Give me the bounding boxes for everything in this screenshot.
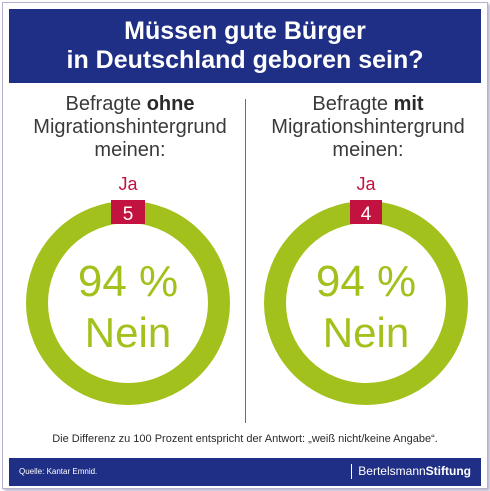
brand-logo: BertelsmannStiftung bbox=[351, 464, 471, 479]
panel-with-migration: Befragte mit Migrationshintergrund meine… bbox=[253, 93, 483, 162]
brand-regular: Bertelsmann bbox=[358, 464, 426, 478]
ja-segment bbox=[111, 200, 145, 224]
heading-emphasis: ohne bbox=[146, 93, 195, 115]
donut-chart-right: 4 bbox=[261, 198, 471, 408]
nein-percent: 94 % bbox=[315, 257, 417, 306]
footer-bar: Quelle: Kantar Emnid. BertelsmannStiftun… bbox=[9, 458, 481, 486]
ja-segment bbox=[350, 200, 382, 224]
ja-label: Ja bbox=[118, 174, 138, 194]
heading-emphasis: mit bbox=[393, 93, 424, 115]
panel-heading: Befragte mit Migrationshintergrund meine… bbox=[253, 93, 483, 162]
ja-label: Ja bbox=[356, 174, 376, 194]
title-line-2: in Deutschland geboren sein? bbox=[66, 46, 424, 74]
source-text: Quelle: Kantar Emnid. bbox=[19, 467, 98, 476]
ja-value: 4 bbox=[361, 204, 372, 225]
donut-svg-right: 4 bbox=[264, 200, 468, 405]
heading-line-2: Migrationshintergrund bbox=[271, 116, 465, 138]
heading-line-2: Migrationshintergrund bbox=[33, 116, 227, 138]
ja-value: 5 bbox=[123, 204, 134, 225]
brand-bold: Stiftung bbox=[425, 464, 471, 478]
heading-line-3: meinen: bbox=[332, 139, 404, 161]
nein-percent: 94 % bbox=[77, 257, 179, 306]
nein-label: Nein bbox=[322, 309, 410, 356]
donut-svg-left: 5 bbox=[26, 200, 230, 405]
panel-heading: Befragte ohne Migrationshintergrund mein… bbox=[15, 93, 245, 162]
donut-chart-left: 5 bbox=[23, 198, 233, 408]
footnote: Die Differenz zu 100 Prozent entspricht … bbox=[52, 433, 438, 445]
title-line-1: Müssen gute Bürger bbox=[124, 17, 366, 45]
heading-prefix: Befragte bbox=[312, 93, 389, 115]
panel-without-migration: Befragte ohne Migrationshintergrund mein… bbox=[15, 93, 245, 162]
panel-divider bbox=[245, 99, 246, 423]
heading-line-3: meinen: bbox=[94, 139, 166, 161]
title-banner: Müssen gute Bürger in Deutschland gebore… bbox=[9, 9, 481, 83]
nein-label: Nein bbox=[84, 309, 172, 356]
heading-prefix: Befragte bbox=[65, 93, 142, 115]
